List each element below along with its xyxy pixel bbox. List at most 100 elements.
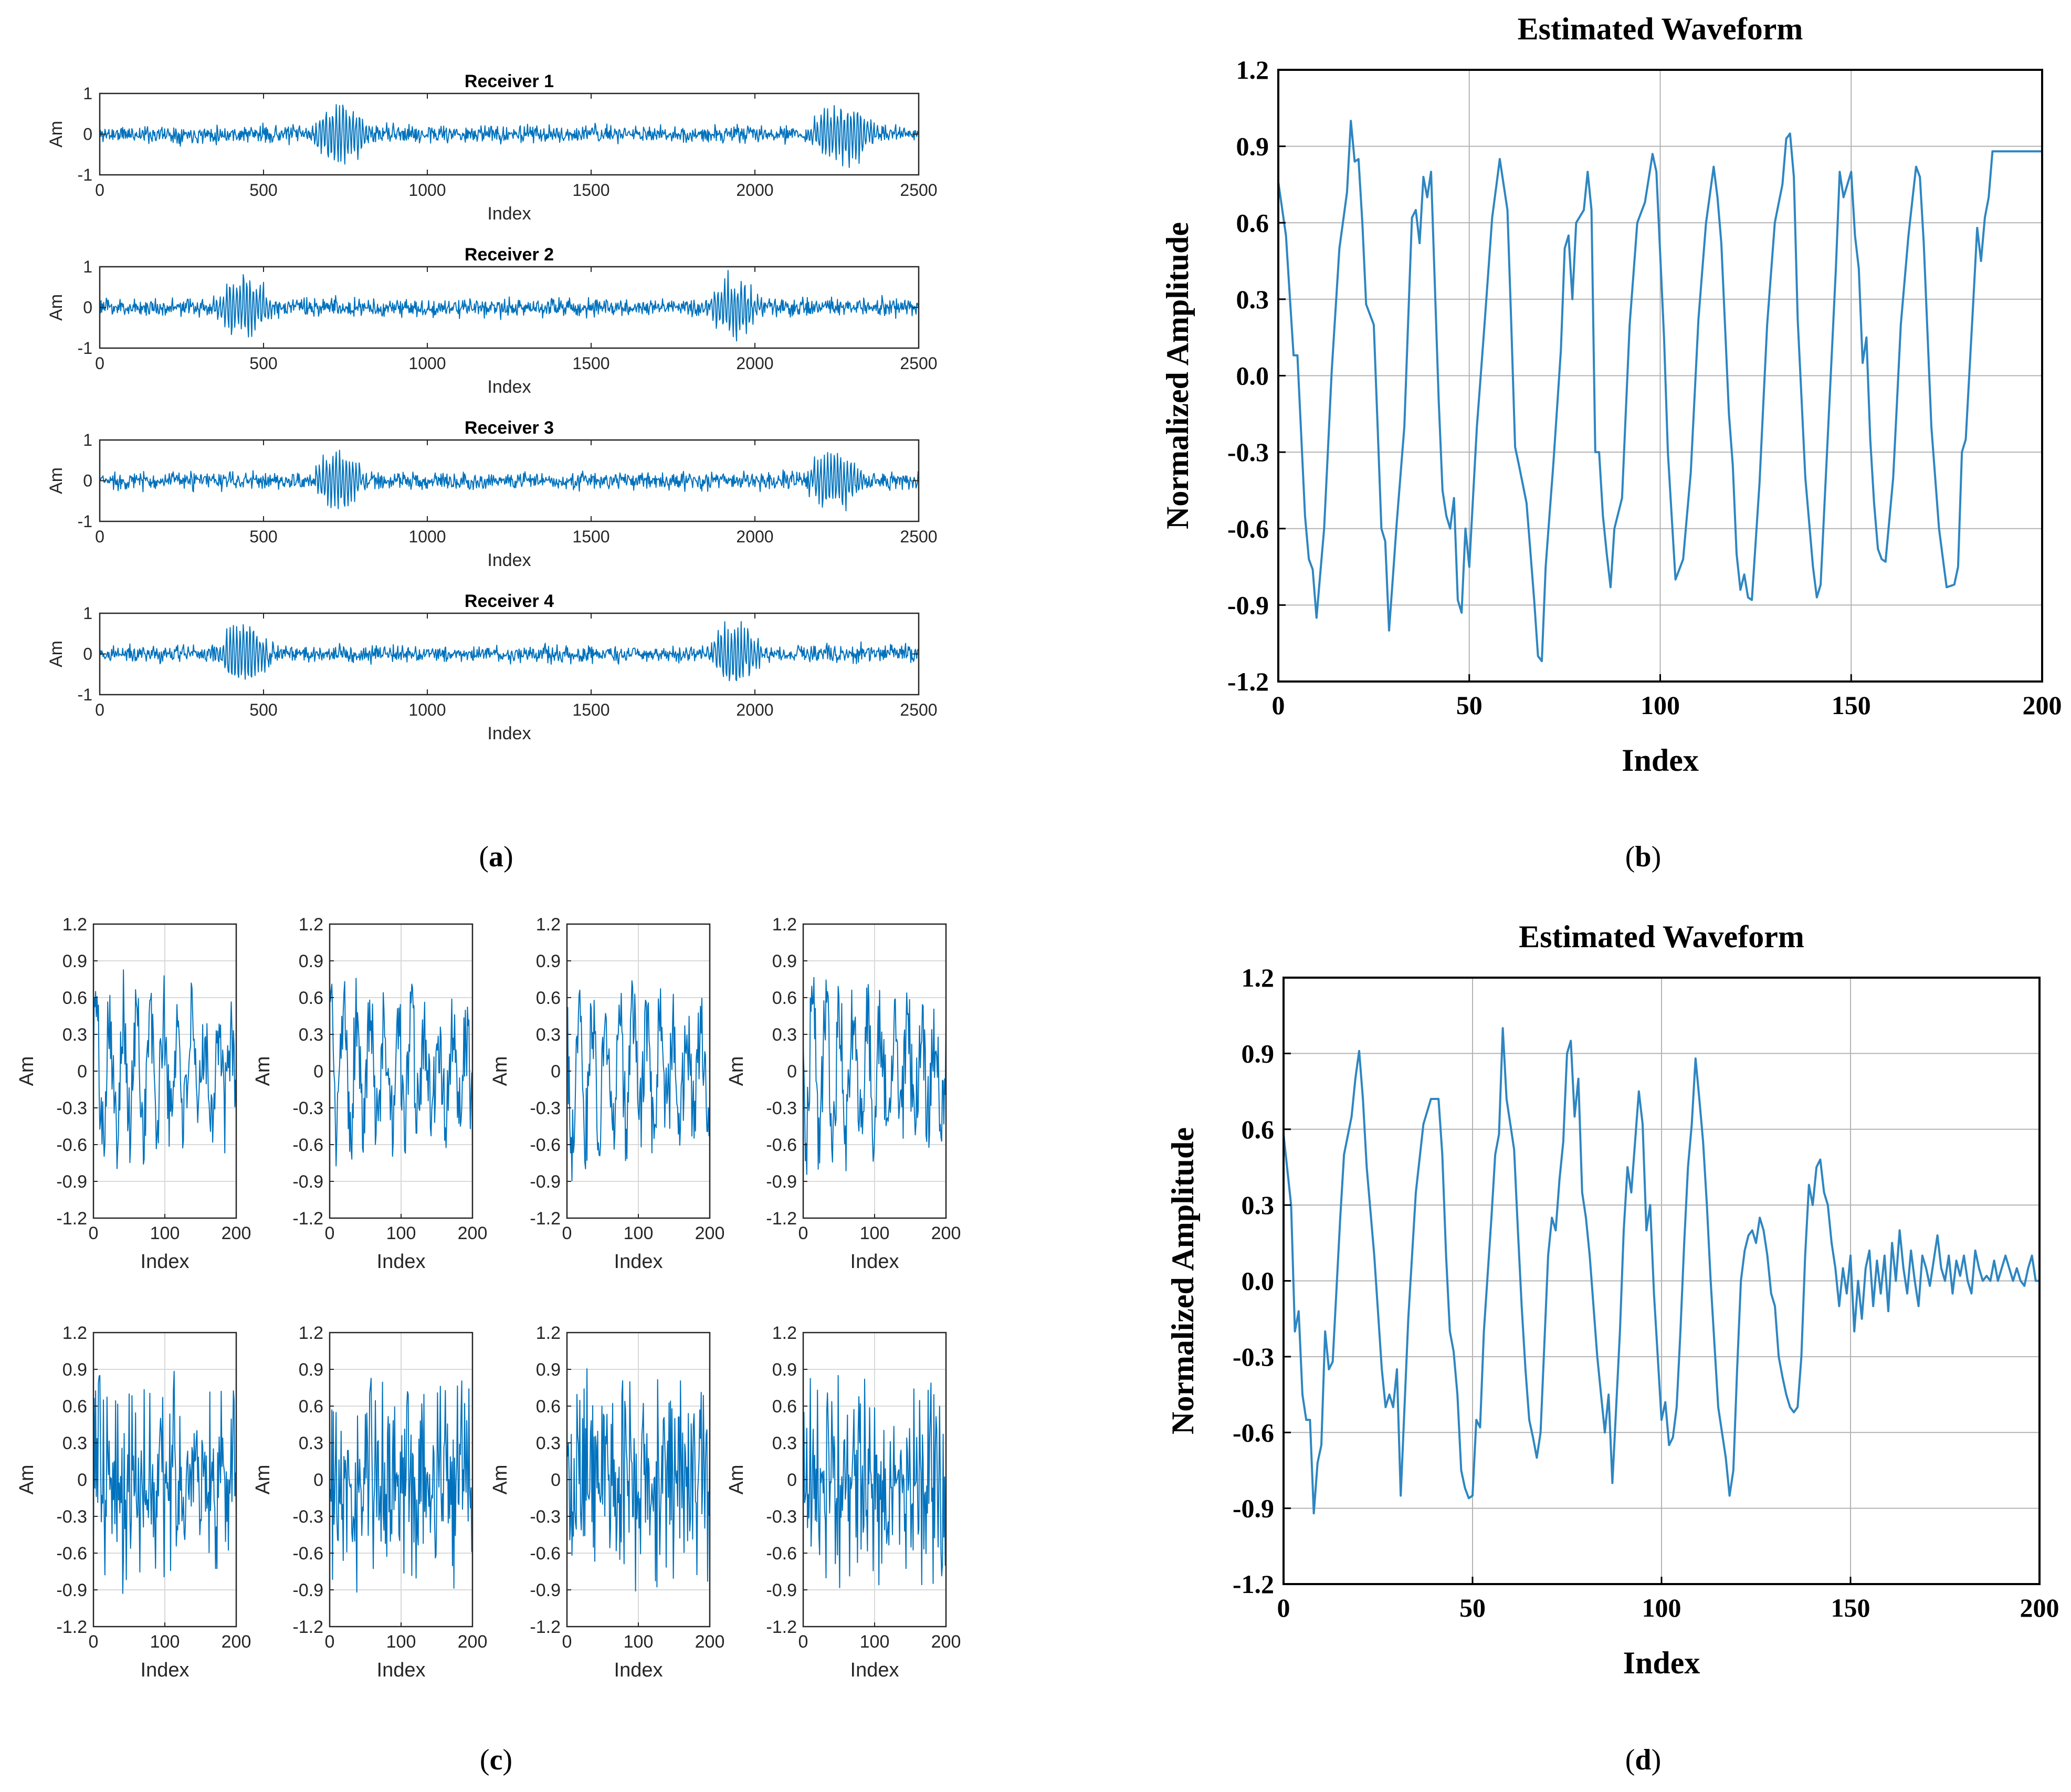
y-tick-label: 1.2 <box>299 915 323 935</box>
x-tick-label: 1500 <box>572 354 609 373</box>
x-tick-label: 2000 <box>736 527 773 546</box>
x-axis-label: Index <box>487 724 531 743</box>
x-tick-label: 500 <box>249 354 277 373</box>
segment-line <box>803 1375 947 1588</box>
x-tick-label: 150 <box>1831 1593 1870 1622</box>
x-tick-label: 1000 <box>408 527 446 546</box>
y-tick-label: -0.6 <box>766 1544 797 1564</box>
segment-subplot: 0 100 200 -1.2 -0.9 -0.6 -0.3 0 0.3 0.6 0.9 1.2 Inde… <box>16 1323 251 1681</box>
x-tick-label: 0 <box>798 1632 808 1652</box>
y-tick-label: 1 <box>83 431 92 449</box>
y-tick-label: 0.3 <box>299 1025 323 1045</box>
y-tick-label: -0.9 <box>292 1580 323 1600</box>
y-tick-label: -0.3 <box>766 1098 797 1118</box>
x-tick-label: 0 <box>95 354 104 373</box>
y-tick-label: 0 <box>83 471 92 490</box>
x-axis-label: Index <box>487 550 531 570</box>
y-tick-label: 1.2 <box>299 1323 323 1343</box>
x-axis-label: Index <box>850 1251 899 1273</box>
x-tick-label: 0 <box>95 527 104 546</box>
y-tick-label: 0.3 <box>536 1433 561 1453</box>
y-axis-label: Am <box>46 641 66 667</box>
y-tick-label: -0.3 <box>56 1507 87 1527</box>
y-tick-label: 0.0 <box>1242 1266 1275 1296</box>
x-tick-label: 2000 <box>736 700 773 719</box>
segment-subplot: 0 100 200 -1.2 -0.9 -0.6 -0.3 0 0.3 0.6 0.9 1.2 Inde… <box>489 1323 724 1681</box>
x-tick-label: 200 <box>222 1223 251 1243</box>
y-tick-label: 0.3 <box>772 1025 797 1045</box>
y-tick-label: -0.6 <box>530 1135 561 1155</box>
segment-line <box>566 980 710 1181</box>
x-tick-label: 0 <box>1272 690 1285 720</box>
x-tick-label: 100 <box>386 1223 416 1243</box>
subplot-title: Receiver 4 <box>465 591 554 611</box>
y-tick-label: -0.9 <box>56 1172 87 1192</box>
y-tick-label: 1.2 <box>62 915 87 935</box>
x-tick-label: 1500 <box>572 181 609 200</box>
x-tick-label: 200 <box>458 1632 488 1652</box>
x-tick-label: 50 <box>1459 1593 1486 1622</box>
x-tick-label: 200 <box>695 1223 725 1243</box>
y-tick-label: 0 <box>551 1470 561 1490</box>
panel-caption: (d) <box>1625 1744 1661 1776</box>
x-tick-label: 2000 <box>736 181 773 200</box>
y-tick-label: -0.6 <box>766 1135 797 1155</box>
x-axis-label: Index <box>377 1659 426 1681</box>
x-tick-label: 2000 <box>736 354 773 373</box>
panel-caption: (b) <box>1625 841 1661 873</box>
segment-line <box>93 1370 237 1594</box>
x-axis-label: Index <box>377 1251 426 1273</box>
x-tick-label: 500 <box>249 700 277 719</box>
chart-title: Estimated Waveform <box>1518 12 1803 46</box>
segment-subplot: 0 100 200 -1.2 -0.9 -0.6 -0.3 0 0.3 0.6 0.9 1.2 Inde… <box>489 915 724 1273</box>
panel-captions: (a) (b) (c) (d) <box>479 841 1661 1776</box>
signal-line <box>99 270 919 342</box>
segment-subplot: 0 100 200 -1.2 -0.9 -0.6 -0.3 0 0.3 0.6 0.9 1.2 Inde… <box>252 915 487 1273</box>
x-tick-label: 200 <box>2020 1593 2059 1622</box>
x-axis-label: Index <box>1622 743 1699 778</box>
y-axis-label: Am <box>46 294 66 321</box>
x-tick-label: 200 <box>222 1632 251 1652</box>
segment-line <box>93 969 237 1169</box>
y-tick-label: -0.6 <box>56 1135 87 1155</box>
y-tick-label: -0.3 <box>1227 437 1269 467</box>
y-tick-label: 1.2 <box>772 915 797 935</box>
y-tick-label: 0.6 <box>62 1397 87 1417</box>
y-tick-label: 0 <box>77 1062 87 1082</box>
grid <box>1278 70 2042 682</box>
y-tick-label: -1 <box>78 339 92 358</box>
y-tick-label: -1.2 <box>56 1617 87 1637</box>
x-tick-label: 200 <box>2023 690 2062 720</box>
x-tick-label: 2500 <box>900 181 937 200</box>
x-axis-label: Index <box>487 204 531 224</box>
x-tick-label: 100 <box>1641 690 1680 720</box>
x-tick-label: 1500 <box>572 700 609 719</box>
y-tick-label: 1.2 <box>536 915 561 935</box>
y-tick-label: -1.2 <box>530 1209 561 1229</box>
y-tick-label: -0.9 <box>766 1172 797 1192</box>
x-axis-label: Index <box>1623 1646 1700 1680</box>
x-tick-label: 1000 <box>408 354 446 373</box>
y-tick-label: -0.3 <box>292 1507 323 1527</box>
x-tick-label: 0 <box>798 1223 808 1243</box>
y-tick-label: -0.3 <box>530 1098 561 1118</box>
y-tick-label: 0.3 <box>1242 1190 1275 1220</box>
x-tick-label: 2500 <box>900 527 937 546</box>
x-tick-label: 200 <box>695 1632 725 1652</box>
y-tick-label: 0.9 <box>536 1360 561 1380</box>
y-tick-label: 0.0 <box>1236 361 1269 391</box>
y-tick-label: 1.2 <box>772 1323 797 1343</box>
y-tick-label: 0.6 <box>536 1397 561 1417</box>
y-tick-label: 0.3 <box>1236 285 1269 314</box>
y-tick-label: 0 <box>77 1470 87 1490</box>
y-tick-label: -0.9 <box>530 1580 561 1600</box>
y-tick-label: -0.6 <box>292 1135 323 1155</box>
y-tick-label: -0.9 <box>1233 1494 1274 1523</box>
x-tick-label: 0 <box>562 1632 572 1652</box>
x-tick-label: 100 <box>860 1223 890 1243</box>
y-axis-label: Am <box>46 121 66 148</box>
x-tick-label: 100 <box>150 1632 180 1652</box>
y-tick-label: -0.9 <box>1227 590 1269 620</box>
